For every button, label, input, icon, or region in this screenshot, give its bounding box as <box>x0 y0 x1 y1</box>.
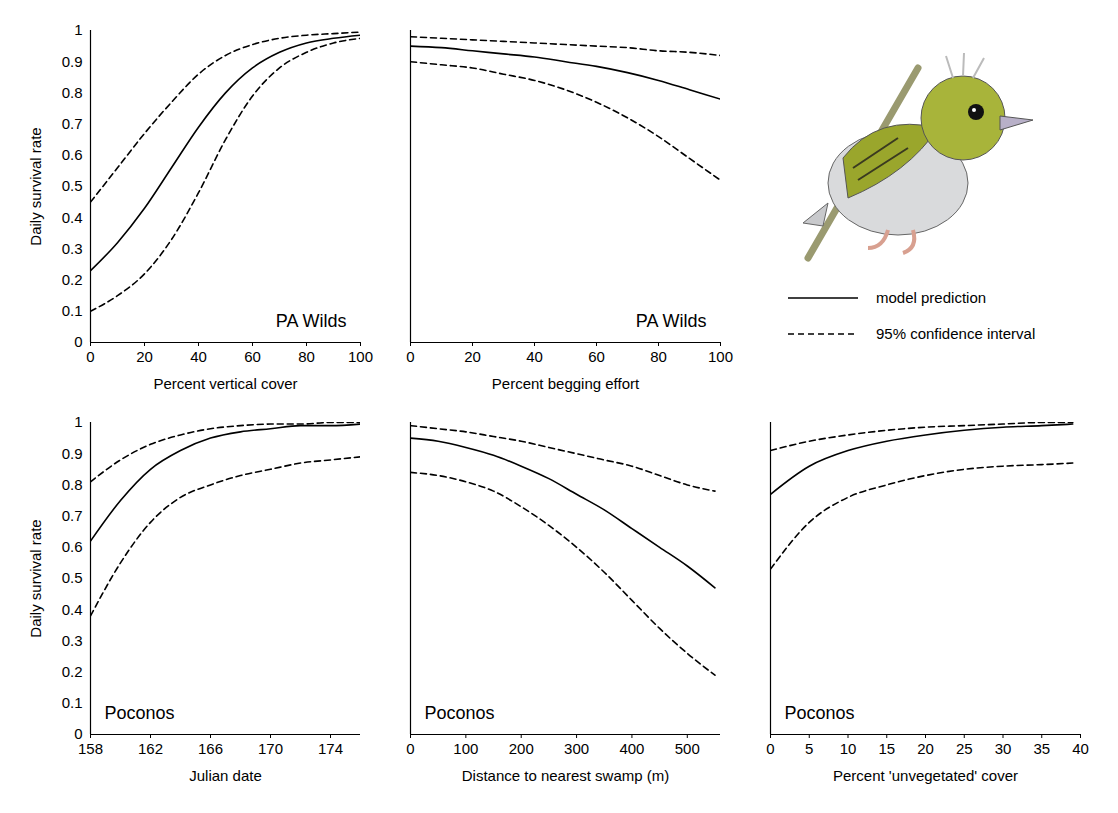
svg-text:60: 60 <box>588 348 605 365</box>
svg-text:PA Wilds: PA Wilds <box>636 311 707 331</box>
svg-text:0.3: 0.3 <box>62 632 83 649</box>
svg-text:0.5: 0.5 <box>62 569 83 586</box>
svg-text:0.7: 0.7 <box>62 115 83 132</box>
svg-text:80: 80 <box>298 348 315 365</box>
svg-text:PA Wilds: PA Wilds <box>276 311 347 331</box>
svg-text:0: 0 <box>74 333 82 350</box>
svg-text:Julian date: Julian date <box>189 767 262 784</box>
svg-text:0.1: 0.1 <box>62 694 83 711</box>
svg-text:0.9: 0.9 <box>62 53 83 70</box>
svg-text:model prediction: model prediction <box>876 289 986 306</box>
svg-text:0: 0 <box>86 348 94 365</box>
svg-text:0.7: 0.7 <box>62 507 83 524</box>
svg-text:Distance to nearest swamp (m): Distance to nearest swamp (m) <box>462 767 670 784</box>
svg-text:20: 20 <box>464 348 481 365</box>
svg-text:40: 40 <box>1072 740 1089 757</box>
svg-text:Percent 'unvegetated' cover: Percent 'unvegetated' cover <box>833 767 1018 784</box>
svg-text:0: 0 <box>406 740 414 757</box>
svg-text:Daily survival rate: Daily survival rate <box>27 127 44 245</box>
svg-text:0.6: 0.6 <box>62 538 83 555</box>
svg-text:20: 20 <box>136 348 153 365</box>
svg-text:1: 1 <box>74 413 82 430</box>
svg-text:Poconos: Poconos <box>425 703 495 723</box>
svg-text:162: 162 <box>138 740 163 757</box>
svg-text:40: 40 <box>526 348 543 365</box>
svg-text:5: 5 <box>805 740 813 757</box>
svg-text:60: 60 <box>244 348 261 365</box>
svg-text:25: 25 <box>956 740 973 757</box>
svg-text:200: 200 <box>509 740 534 757</box>
svg-text:1: 1 <box>74 21 82 38</box>
svg-text:0.2: 0.2 <box>62 663 83 680</box>
svg-text:15: 15 <box>878 740 895 757</box>
svg-text:0: 0 <box>406 348 414 365</box>
svg-text:80: 80 <box>650 348 667 365</box>
svg-text:400: 400 <box>619 740 644 757</box>
svg-text:0.5: 0.5 <box>62 177 83 194</box>
svg-text:0.3: 0.3 <box>62 240 83 257</box>
svg-text:Poconos: Poconos <box>105 703 175 723</box>
svg-text:Percent begging effort: Percent begging effort <box>492 375 640 392</box>
svg-text:30: 30 <box>995 740 1012 757</box>
svg-text:100: 100 <box>453 740 478 757</box>
svg-text:158: 158 <box>78 740 103 757</box>
svg-text:40: 40 <box>190 348 207 365</box>
svg-text:0.9: 0.9 <box>62 445 83 462</box>
svg-text:500: 500 <box>675 740 700 757</box>
svg-text:0: 0 <box>74 725 83 743</box>
svg-text:10: 10 <box>840 740 857 757</box>
svg-text:0.4: 0.4 <box>62 601 83 618</box>
svg-text:95% confidence interval: 95% confidence interval <box>876 325 1035 342</box>
svg-text:0: 0 <box>766 740 774 757</box>
svg-text:Poconos: Poconos <box>785 703 855 723</box>
svg-text:0.8: 0.8 <box>62 476 83 493</box>
svg-text:0.1: 0.1 <box>62 302 83 319</box>
svg-text:35: 35 <box>1033 740 1050 757</box>
svg-text:Percent vertical cover: Percent vertical cover <box>153 375 297 392</box>
svg-text:0.6: 0.6 <box>62 146 83 163</box>
svg-text:0.8: 0.8 <box>62 84 83 101</box>
svg-text:20: 20 <box>917 740 934 757</box>
svg-text:300: 300 <box>564 740 589 757</box>
svg-text:Daily survival rate: Daily survival rate <box>27 519 44 637</box>
svg-text:166: 166 <box>198 740 223 757</box>
svg-text:0.4: 0.4 <box>62 209 83 226</box>
svg-text:170: 170 <box>258 740 283 757</box>
svg-text:174: 174 <box>318 740 343 757</box>
svg-text:100: 100 <box>708 348 733 365</box>
svg-text:0.2: 0.2 <box>62 271 83 288</box>
svg-text:100: 100 <box>348 348 373 365</box>
